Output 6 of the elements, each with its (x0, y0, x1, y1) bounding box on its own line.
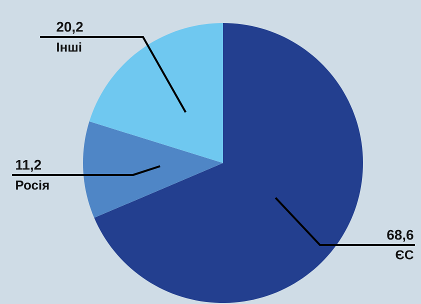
slice-label: Росія (16, 180, 49, 190)
slice-label: Інші (57, 42, 82, 52)
data-label: 20,2 (56, 22, 83, 34)
data-label: 68,6 (387, 230, 414, 242)
data-label: 11,2 (16, 160, 42, 172)
slice-label: ЄС (396, 250, 414, 260)
